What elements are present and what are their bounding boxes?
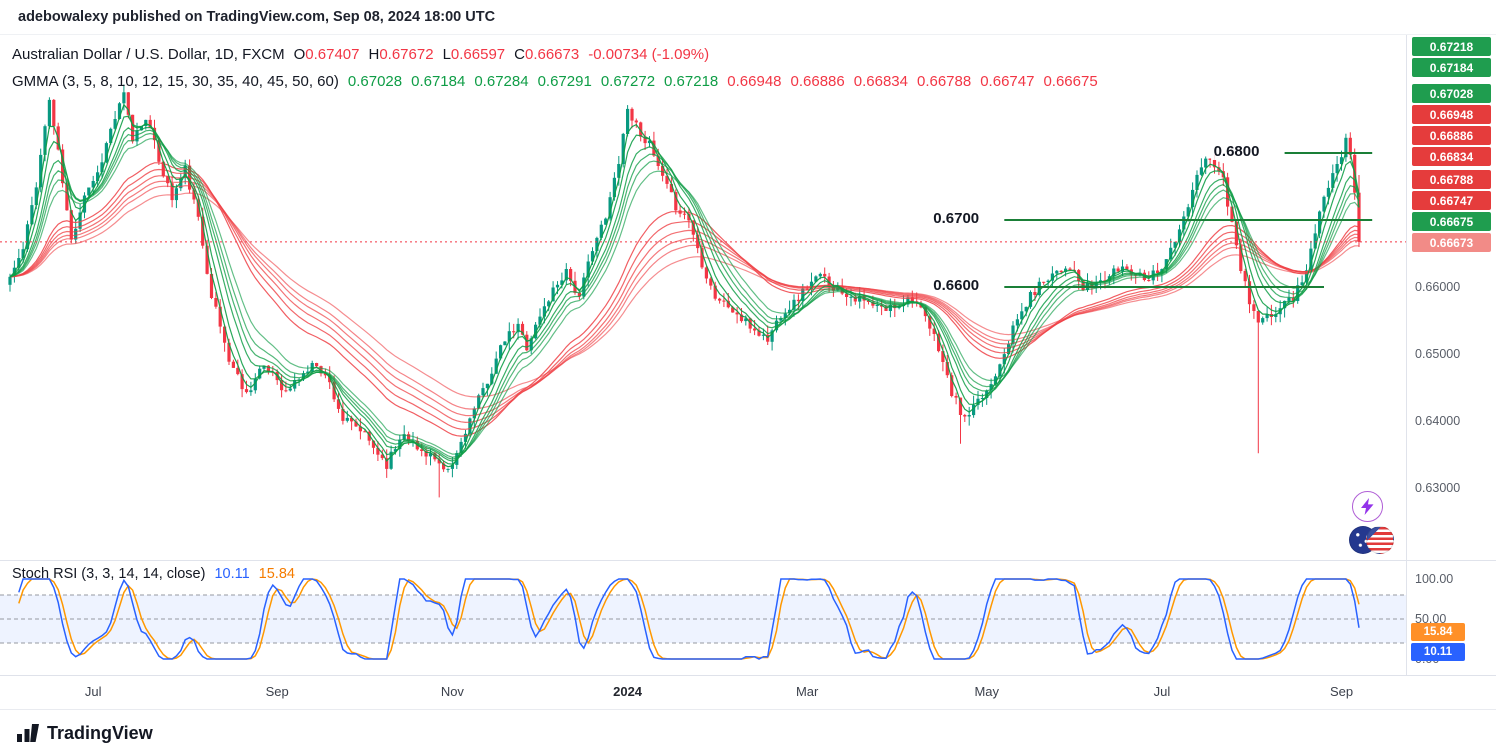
price-badge: 0.66673 — [1412, 233, 1491, 252]
gmma-red-value: 0.66834 — [853, 73, 908, 90]
time-label[interactable]: Jul — [1153, 684, 1171, 699]
gmma-green-value: 0.67284 — [474, 73, 529, 90]
ohlc-item: L0.66597 — [434, 46, 506, 63]
ohlc-value: 0.66597 — [450, 46, 506, 63]
boost-icon[interactable] — [1352, 491, 1383, 522]
ohlc-item: H0.67672 — [359, 46, 433, 63]
ohlc-letter: C — [514, 46, 525, 63]
time-label[interactable]: Sep — [1329, 684, 1354, 699]
gmma-green-values: 0.67028 0.67184 0.67284 0.67291 0.67272 0.672… — [339, 73, 718, 90]
stoch-tick-label: 50.00 — [1415, 612, 1447, 626]
stoch-legend: Stoch RSI (3, 3, 14, 14, close) 10.11 15.8… — [12, 566, 295, 582]
price-tick-label: 0.66000 — [1415, 280, 1461, 294]
price-axis[interactable]: 0.67218 0.67184 0.67028 0.66948 0.66886 0.668… — [1406, 35, 1496, 560]
gmma-red-value: 0.66948 — [727, 73, 782, 90]
gmma-green-value: 0.67272 — [600, 73, 656, 90]
gmma-label[interactable]: GMMA (3, 5, 8, 10, 12, 15, 30, 35, 40, 4… — [12, 73, 339, 90]
stoch-k-value: 10.11 — [214, 566, 250, 582]
level-label: 0.6700 — [930, 210, 983, 227]
price-badge: 0.67218 — [1412, 37, 1491, 56]
price-badge: 0.66948 — [1412, 105, 1491, 124]
ohlc-item: O0.67407 — [285, 46, 360, 63]
gmma-green-value: 0.67184 — [411, 73, 466, 90]
time-axis[interactable]: Jul Sep Nov 2024 Mar May Jul Sep — [0, 675, 1496, 709]
stoch-rsi-plot[interactable]: Stoch RSI (3, 3, 14, 14, close) 10.11 15.8… — [0, 561, 1406, 675]
stoch-rsi-chart[interactable] — [0, 561, 1406, 675]
gmma-red-value: 0.66747 — [980, 73, 1035, 90]
price-badge: 0.66834 — [1412, 147, 1491, 166]
publish-text: adebowalexy published on TradingView.com… — [18, 9, 496, 25]
price-badge: 0.67184 — [1412, 58, 1491, 77]
price-badge: 0.67028 — [1412, 84, 1491, 103]
legend-line-symbol: Australian Dollar / U.S. Dollar, 1D, FXC… — [12, 41, 1098, 68]
ohlc-value: 0.67407 — [305, 46, 360, 63]
level-label: 0.6800 — [1210, 143, 1263, 160]
candlestick-chart[interactable] — [0, 35, 1406, 560]
ohlc-letter: H — [368, 46, 380, 63]
stoch-badge: 15.84 — [1411, 623, 1465, 641]
ohlc-values: O0.67407 H0.67672 L0.66597 C0.66673 — [285, 46, 580, 63]
chart-legend: Australian Dollar / U.S. Dollar, 1D, FXC… — [12, 41, 1098, 95]
time-label[interactable]: Sep — [265, 684, 289, 699]
time-label[interactable]: 2024 — [613, 684, 643, 699]
legend-line-gmma: GMMA (3, 5, 8, 10, 12, 15, 30, 35, 40, 4… — [12, 68, 1098, 95]
gmma-red-value: 0.66886 — [790, 73, 845, 90]
ohlc-letter: L — [442, 46, 451, 63]
gmma-green-value: 0.67218 — [664, 73, 719, 90]
price-change: -0.00734 (-1.09%) — [588, 46, 710, 63]
time-label[interactable]: Mar — [795, 684, 819, 699]
gmma-red-value: 0.66675 — [1043, 73, 1098, 90]
price-badge: 0.66886 — [1412, 126, 1491, 145]
price-tick-label: 0.63000 — [1415, 481, 1461, 495]
stoch-label[interactable]: Stoch RSI (3, 3, 14, 14, close) — [12, 566, 206, 582]
price-badge: 0.66675 — [1412, 212, 1491, 231]
instrument-flags-icon[interactable] — [1349, 526, 1395, 554]
page-footer: TradingView — [0, 709, 1496, 756]
ohlc-value: 0.67672 — [379, 46, 434, 63]
stoch-tick-label: 100.00 — [1415, 572, 1454, 586]
gmma-green-value: 0.67291 — [537, 73, 592, 90]
price-badge: 0.66747 — [1412, 191, 1491, 210]
stoch-d-value: 15.84 — [258, 566, 295, 582]
level-label: 0.6600 — [930, 277, 983, 294]
lightning-bolt-icon — [1361, 498, 1374, 515]
tradingview-logo[interactable]: TradingView — [17, 723, 153, 744]
usd-flag-icon — [1366, 526, 1394, 554]
price-plot[interactable]: Australian Dollar / U.S. Dollar, 1D, FXC… — [0, 35, 1406, 560]
time-label[interactable]: Nov — [440, 684, 464, 699]
ohlc-item: C0.66673 — [505, 46, 579, 63]
gmma-red-value: 0.66788 — [916, 73, 972, 90]
price-badge: 0.66788 — [1412, 170, 1491, 189]
stoch-rsi-area: Stoch RSI (3, 3, 14, 14, close) 10.11 15.8… — [0, 560, 1496, 675]
publish-header: adebowalexy published on TradingView.com… — [0, 0, 1496, 35]
time-label[interactable]: Jul — [84, 684, 102, 699]
price-tick-label: 0.65000 — [1415, 347, 1461, 361]
time-label[interactable]: May — [974, 684, 1000, 699]
price-tick-label: 0.64000 — [1415, 414, 1461, 428]
tradingview-wordmark: TradingView — [47, 722, 153, 743]
gmma-red-values: 0.66948 0.66886 0.66834 0.66788 0.66747 0.666… — [718, 73, 1097, 90]
symbol-title[interactable]: Australian Dollar / U.S. Dollar, 1D, FXC… — [12, 46, 285, 63]
stoch-badge: 10.11 — [1411, 643, 1465, 661]
ohlc-value: 0.66673 — [524, 46, 580, 63]
gmma-green-value: 0.67028 — [347, 73, 403, 90]
tradingview-logo-icon — [17, 724, 39, 742]
ohlc-letter: O — [293, 46, 306, 63]
main-chart-area: Australian Dollar / U.S. Dollar, 1D, FXC… — [0, 35, 1496, 560]
